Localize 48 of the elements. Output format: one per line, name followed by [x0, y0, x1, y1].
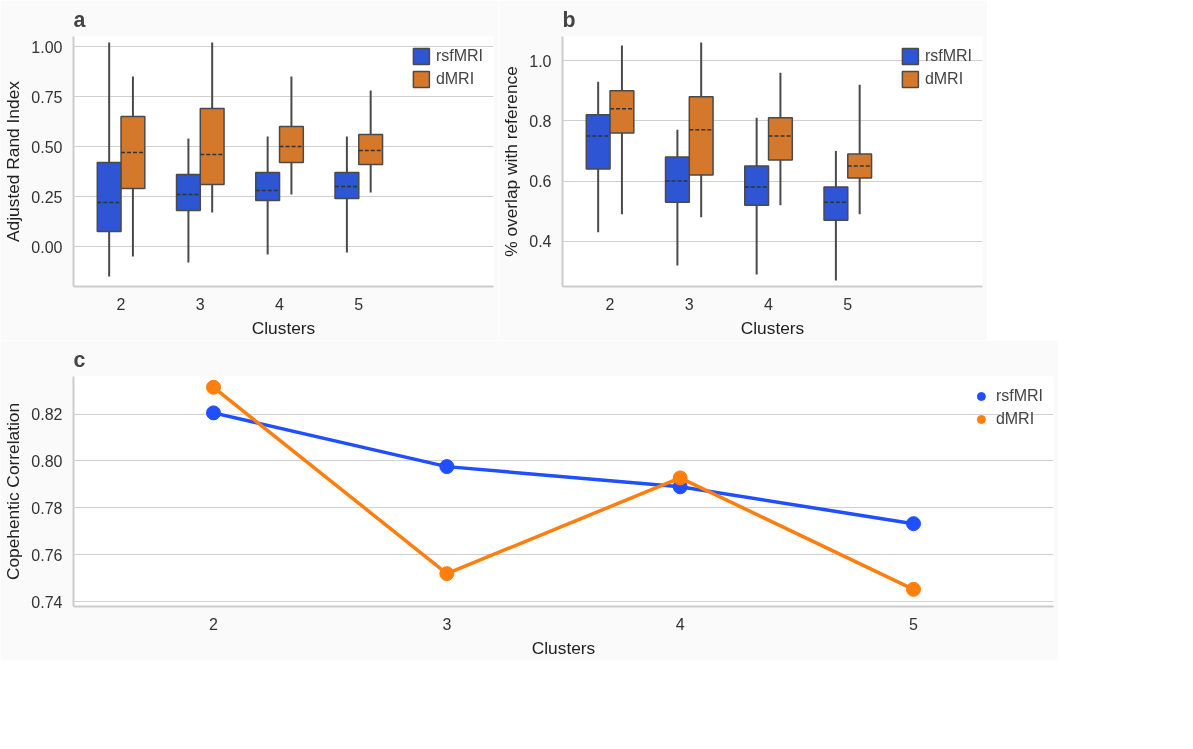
y-tick-label: 1.00: [31, 38, 63, 56]
point: [906, 516, 921, 532]
x-tick-label: 2: [605, 295, 615, 313]
y-axis-title: Adjusted Rand Index: [3, 80, 24, 242]
x-tick-label: 3: [195, 295, 205, 313]
chart-title: a: [73, 7, 86, 32]
y-axis-title: % overlap with reference: [501, 66, 522, 257]
y-tick-label: 0.4: [529, 233, 552, 251]
legend-label: rsfMRI: [995, 387, 1043, 405]
y-tick-label: 1.0: [529, 52, 552, 70]
x-tick-label: 4: [275, 295, 285, 313]
x-tick-label: 4: [764, 295, 774, 313]
chart-title: b: [562, 7, 576, 32]
legend-label: dMRI: [924, 70, 964, 88]
y-tick-label: 0.6: [529, 173, 552, 191]
y-tick-label: 0.75: [31, 88, 63, 106]
point: [906, 581, 921, 597]
point: [206, 405, 221, 421]
legend-label: rsfMRI: [924, 47, 972, 65]
x-tick-label: 3: [684, 295, 694, 313]
y-tick-label: 0.76: [31, 546, 63, 564]
legend-label: dMRI: [435, 70, 475, 88]
x-axis-title: Clusters: [740, 317, 805, 338]
point: [439, 459, 455, 475]
y-tick-label: 0.82: [31, 406, 63, 424]
chart-title: c: [73, 347, 86, 372]
y-tick-label: 0.8: [529, 112, 552, 130]
y-tick-label: 0.50: [31, 138, 63, 156]
x-tick-label: 5: [843, 295, 853, 313]
y-tick-label: 0.25: [31, 188, 63, 206]
point: [672, 470, 688, 486]
point: [206, 379, 221, 395]
y-axis-title: Copehentic Correlation: [3, 402, 24, 581]
x-axis-title: Clusters: [251, 317, 316, 338]
x-tick-label: 3: [442, 615, 452, 633]
point: [439, 566, 455, 582]
x-tick-label: 5: [354, 295, 364, 313]
y-tick-label: 0.00: [31, 238, 63, 256]
x-tick-label: 2: [116, 295, 126, 313]
legend-label: rsfMRI: [435, 47, 483, 65]
y-tick-label: 0.80: [31, 452, 63, 470]
x-tick-label: 2: [209, 615, 219, 633]
legend-label: dMRI: [995, 410, 1035, 428]
x-tick-label: 4: [675, 615, 685, 633]
x-tick-label: 5: [909, 615, 919, 633]
y-tick-label: 0.74: [31, 593, 63, 611]
y-tick-label: 0.78: [31, 499, 63, 517]
x-axis-title: Clusters: [531, 637, 596, 658]
